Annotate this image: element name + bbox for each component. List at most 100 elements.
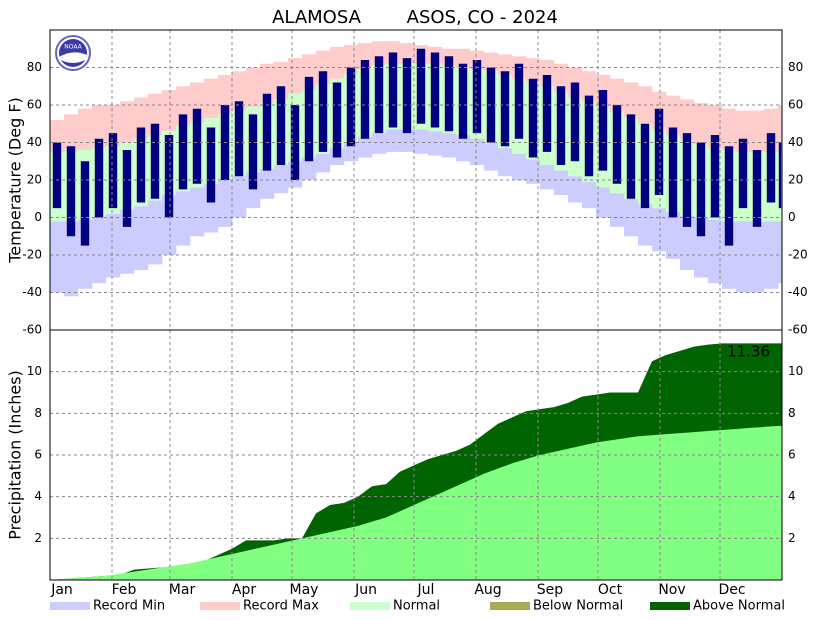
x-tick-label: Aug xyxy=(474,582,501,598)
observed-bar xyxy=(206,127,216,203)
y-tick-label: 20 xyxy=(27,173,42,187)
x-tick-label: Oct xyxy=(598,582,623,598)
y-tick-label: -60 xyxy=(22,323,42,337)
y-axis-label: Precipitation (Inches) xyxy=(6,370,25,540)
record-min-band xyxy=(176,191,191,246)
observed-bar xyxy=(402,58,412,134)
record-max-band xyxy=(680,99,695,141)
record-max-band xyxy=(526,58,541,83)
observed-bar xyxy=(150,123,160,199)
legend-swatch xyxy=(490,602,530,610)
observed-bar xyxy=(472,60,482,134)
record-min-band xyxy=(218,180,233,227)
y-tick-label-right: 60 xyxy=(788,98,803,112)
observed-bar xyxy=(388,52,398,128)
record-min-band xyxy=(526,159,541,184)
y-tick-label: 6 xyxy=(34,448,42,462)
legend-label: Record Max xyxy=(243,599,319,614)
x-tick-label: Feb xyxy=(112,582,137,598)
observed-bar xyxy=(304,76,314,162)
record-min-band xyxy=(484,142,499,171)
y-tick-label-right: 20 xyxy=(788,173,803,187)
y-tick-label: 0 xyxy=(34,210,42,224)
record-max-band xyxy=(120,101,135,143)
record-min-band xyxy=(358,136,373,158)
record-min-band xyxy=(316,153,331,173)
x-tick-label: Apr xyxy=(232,582,256,598)
record-min-band xyxy=(106,213,121,278)
observed-bar xyxy=(192,108,202,184)
observed-bar xyxy=(416,48,426,124)
legend-swatch xyxy=(650,602,690,610)
record-min-band xyxy=(50,221,65,293)
y-axis-label: Temperature (Deg F) xyxy=(6,97,25,264)
observed-bar xyxy=(766,133,776,203)
record-min-band xyxy=(372,133,387,154)
y-tick-label-right: 80 xyxy=(788,60,803,74)
x-tick-label: Jun xyxy=(354,582,377,598)
record-min-band xyxy=(414,129,429,154)
record-min-band xyxy=(610,193,625,227)
chart-title: ALAMOSA ASOS, CO - 2024 xyxy=(272,7,558,28)
observed-bar xyxy=(430,52,440,128)
record-min-band xyxy=(274,165,289,194)
record-max-band xyxy=(582,71,597,102)
observed-bar xyxy=(234,101,244,177)
observed-bar xyxy=(514,63,524,139)
record-min-band xyxy=(470,138,485,165)
observed-bar xyxy=(276,86,286,165)
observed-bar xyxy=(640,123,650,209)
observed-bar xyxy=(528,78,538,158)
y-tick-label: -20 xyxy=(22,248,42,262)
plot-frame xyxy=(49,329,783,581)
observed-bar xyxy=(360,60,370,139)
record-min-band xyxy=(498,148,513,177)
record-min-band xyxy=(64,221,79,297)
observed-bar xyxy=(696,142,706,237)
record-min-band xyxy=(134,206,149,270)
record-min-band xyxy=(582,181,597,209)
observed-bar xyxy=(752,150,762,227)
record-max-band xyxy=(330,46,345,79)
record-max-band xyxy=(484,52,499,72)
x-tick-label: May xyxy=(290,582,319,598)
record-max-band xyxy=(246,67,261,107)
record-max-band xyxy=(204,78,219,119)
x-tick-label: Dec xyxy=(718,582,745,598)
record-max-band xyxy=(456,48,471,68)
record-min-band xyxy=(148,200,163,265)
y-tick-label-right: 4 xyxy=(788,489,796,503)
legend-label: Below Normal xyxy=(533,599,623,614)
y-tick-label: 8 xyxy=(34,406,42,420)
record-min-band xyxy=(568,176,583,203)
observed-bar xyxy=(542,75,552,152)
observed-bar xyxy=(52,142,62,209)
y-tick-label-right: 40 xyxy=(788,135,803,149)
observed-bar xyxy=(778,142,782,209)
y-tick-label: 4 xyxy=(34,489,42,503)
record-min-band xyxy=(638,204,653,246)
observed-bar xyxy=(346,67,356,147)
record-max-band xyxy=(288,58,303,94)
y-tick-label-right: 6 xyxy=(788,448,796,462)
y-tick-label: 80 xyxy=(27,60,42,74)
y-tick-label-right: 0 xyxy=(788,210,796,224)
record-min-band xyxy=(344,142,359,162)
logo: NOAA xyxy=(55,35,91,71)
precip-area xyxy=(50,425,782,580)
legend-swatch xyxy=(350,602,390,610)
observed-bar xyxy=(178,114,188,190)
observed-bar xyxy=(738,138,748,209)
record-min-band xyxy=(540,165,555,190)
observed-bar xyxy=(444,56,454,132)
y-tick-label-right: 10 xyxy=(788,364,803,378)
observed-bar xyxy=(248,114,258,190)
record-min-band xyxy=(386,129,401,152)
record-max-band xyxy=(610,78,625,113)
observed-bar xyxy=(80,161,90,246)
legend-label: Normal xyxy=(393,599,440,614)
observed-bar xyxy=(66,146,76,237)
y-tick-label: 10 xyxy=(27,364,42,378)
record-max-band xyxy=(260,63,275,104)
